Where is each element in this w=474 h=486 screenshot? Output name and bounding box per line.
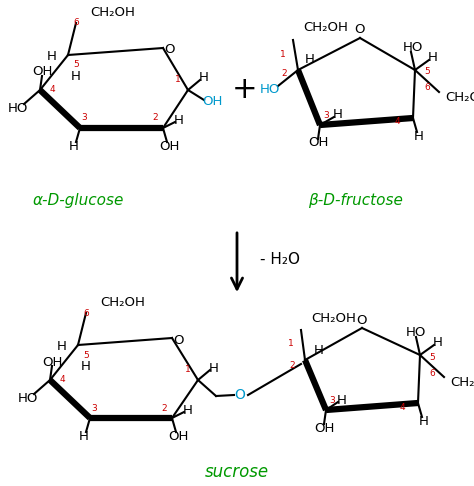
Text: H: H <box>183 403 193 417</box>
Text: CH₂OH: CH₂OH <box>445 91 474 104</box>
Text: 4: 4 <box>399 402 405 412</box>
Text: 6: 6 <box>424 84 430 92</box>
Text: CH₂OH: CH₂OH <box>100 296 145 310</box>
Text: HO: HO <box>18 392 38 404</box>
Text: OH: OH <box>308 137 328 150</box>
Text: H: H <box>414 129 424 142</box>
Text: OH: OH <box>32 66 52 79</box>
Text: H: H <box>174 114 184 126</box>
Text: OH: OH <box>42 355 62 368</box>
Text: H: H <box>433 336 443 349</box>
Text: H: H <box>428 52 438 65</box>
Text: CH₂OH: CH₂OH <box>90 6 135 19</box>
Text: β-D-fructose: β-D-fructose <box>308 192 402 208</box>
Text: HO: HO <box>406 327 426 340</box>
Text: 2: 2 <box>281 69 287 79</box>
Text: H: H <box>419 415 429 428</box>
Text: 1: 1 <box>185 365 191 375</box>
Text: O: O <box>174 333 184 347</box>
Text: H: H <box>47 51 57 64</box>
Text: HO: HO <box>403 41 423 54</box>
Text: H: H <box>305 53 315 67</box>
Text: H: H <box>79 430 89 442</box>
Text: HO: HO <box>260 84 280 97</box>
Text: H: H <box>314 344 324 357</box>
Text: 4: 4 <box>59 376 65 384</box>
Text: 3: 3 <box>81 114 87 122</box>
Text: 6: 6 <box>73 18 79 28</box>
Text: H: H <box>57 341 67 353</box>
Text: 5: 5 <box>73 60 79 69</box>
Text: O: O <box>235 388 246 402</box>
Text: 2: 2 <box>161 403 167 413</box>
Text: 1: 1 <box>288 340 294 348</box>
Text: CH₂OH: CH₂OH <box>311 312 356 325</box>
Text: 5: 5 <box>83 350 89 360</box>
Text: HO: HO <box>8 102 28 115</box>
Text: 1: 1 <box>175 75 181 85</box>
Text: CH₂OH: CH₂OH <box>303 21 348 35</box>
Text: - H₂O: - H₂O <box>260 253 300 267</box>
Text: OH: OH <box>314 421 334 434</box>
Text: 3: 3 <box>91 403 97 413</box>
Text: CH₂OH: CH₂OH <box>450 377 474 389</box>
Text: OH: OH <box>168 430 188 442</box>
Text: O: O <box>165 44 175 56</box>
Text: H: H <box>71 70 81 84</box>
Text: 4: 4 <box>394 118 400 126</box>
Text: 2: 2 <box>152 114 158 122</box>
Text: 2: 2 <box>289 361 295 369</box>
Text: H: H <box>333 108 343 122</box>
Text: 3: 3 <box>323 110 329 120</box>
Text: H: H <box>81 361 91 374</box>
Text: 3: 3 <box>329 396 335 404</box>
Text: O: O <box>357 313 367 327</box>
Text: α-D-glucose: α-D-glucose <box>32 192 124 208</box>
Text: H: H <box>199 71 209 85</box>
Text: OH: OH <box>202 96 222 108</box>
Text: sucrose: sucrose <box>205 463 269 481</box>
Text: OH: OH <box>159 139 179 153</box>
Text: 1: 1 <box>280 51 286 59</box>
Text: H: H <box>337 394 347 406</box>
Text: 5: 5 <box>429 352 435 362</box>
Text: 5: 5 <box>424 68 430 76</box>
Text: 4: 4 <box>49 86 55 94</box>
Text: 6: 6 <box>83 309 89 317</box>
Text: H: H <box>69 139 79 153</box>
Text: O: O <box>355 23 365 36</box>
Text: H: H <box>209 362 219 375</box>
Text: 6: 6 <box>429 368 435 378</box>
Text: +: + <box>232 75 258 104</box>
